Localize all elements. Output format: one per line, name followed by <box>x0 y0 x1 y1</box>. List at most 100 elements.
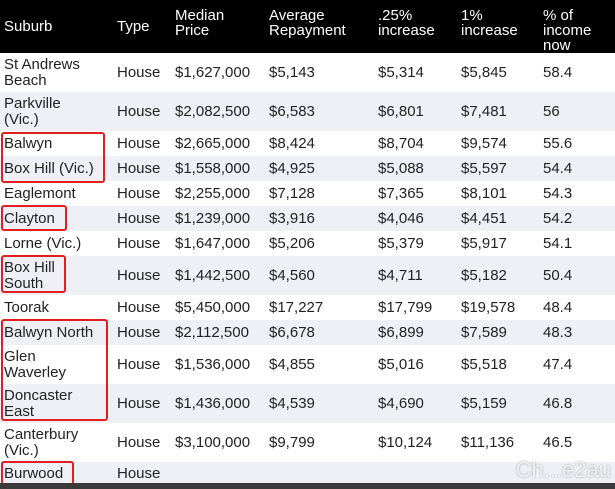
average-repayment-cell: $6,678 <box>265 320 374 345</box>
type-cell: House <box>113 131 171 156</box>
table-row: Balwyn North House $2,112,500 $6,678 $6,899 $… <box>0 320 615 345</box>
type-cell: House <box>113 156 171 181</box>
percent-of-income-cell: 46.5 <box>539 423 615 462</box>
suburb-cell: Doncaster East <box>0 384 113 423</box>
quarter-percent-increase-cell: $4,046 <box>374 206 457 231</box>
average-repayment-cell: $5,143 <box>265 53 374 92</box>
one-percent-increase-cell: $5,917 <box>457 231 539 256</box>
quarter-percent-increase-cell: $7,365 <box>374 181 457 206</box>
median-price-cell: $2,112,500 <box>171 320 265 345</box>
one-percent-increase-cell: $5,159 <box>457 384 539 423</box>
median-price-cell: $3,100,000 <box>171 423 265 462</box>
average-repayment-cell: $4,539 <box>265 384 374 423</box>
one-percent-increase-cell: $7,589 <box>457 320 539 345</box>
type-cell: House <box>113 53 171 92</box>
median-price-cell: $1,436,000 <box>171 384 265 423</box>
average-repayment-cell: $8,424 <box>265 131 374 156</box>
percent-of-income-cell: 54.1 <box>539 231 615 256</box>
average-repayment-cell: $4,925 <box>265 156 374 181</box>
suburb-cell: Box Hill (Vic.) <box>0 156 113 181</box>
one-percent-increase-cell: $4,451 <box>457 206 539 231</box>
median-price-cell: $1,558,000 <box>171 156 265 181</box>
suburb-cell: Balwyn North <box>0 320 113 345</box>
median-price-cell: $5,450,000 <box>171 295 265 320</box>
one-percent-increase-cell: $19,578 <box>457 295 539 320</box>
average-repayment-cell: $17,227 <box>265 295 374 320</box>
average-repayment-cell: $5,206 <box>265 231 374 256</box>
quarter-percent-increase-cell: $6,899 <box>374 320 457 345</box>
average-repayment-cell <box>265 462 374 485</box>
one-percent-increase-cell: $8,101 <box>457 181 539 206</box>
average-repayment-cell: $6,583 <box>265 92 374 131</box>
table-row: Balwyn House $2,665,000 $8,424 $8,704 $9,574 5… <box>0 131 615 156</box>
average-repayment-cell: $3,916 <box>265 206 374 231</box>
table-row: Toorak House $5,450,000 $17,227 $17,799 $19,5… <box>0 295 615 320</box>
table-row: Box Hill South House $1,442,500 $4,560 $4,71… <box>0 256 615 295</box>
quarter-percent-increase-cell: $10,124 <box>374 423 457 462</box>
column-header-type[interactable]: Type <box>117 18 150 35</box>
percent-of-income-cell: 46.8 <box>539 384 615 423</box>
suburb-cell: St Andrews Beach <box>0 53 113 92</box>
suburb-cell: Toorak <box>0 295 113 320</box>
average-repayment-cell: $7,128 <box>265 181 374 206</box>
type-cell: House <box>113 462 171 485</box>
column-header-suburb[interactable]: Suburb <box>4 18 53 35</box>
one-percent-increase-cell: $9,574 <box>457 131 539 156</box>
percent-of-income-cell: 50.4 <box>539 256 615 295</box>
table-row: Doncaster East House $1,436,000 $4,539 $4,69… <box>0 384 615 423</box>
table-row: Box Hill (Vic.) House $1,558,000 $4,925 $5,0… <box>0 156 615 181</box>
suburb-cell: Burwood <box>0 462 113 485</box>
one-percent-increase-cell: $5,182 <box>457 256 539 295</box>
median-price-cell: $1,239,000 <box>171 206 265 231</box>
median-price-cell: $1,536,000 <box>171 345 265 384</box>
type-cell: House <box>113 92 171 131</box>
quarter-percent-increase-cell: $4,711 <box>374 256 457 295</box>
median-price-cell: $1,647,000 <box>171 231 265 256</box>
watermark: Ch...e2au <box>515 457 611 482</box>
suburb-cell: Glen Waverley <box>0 345 113 384</box>
type-cell: House <box>113 423 171 462</box>
median-price-cell: $2,255,000 <box>171 181 265 206</box>
column-header-percent-of-income[interactable]: % of income now <box>543 7 592 54</box>
suburb-cell: Box Hill South <box>0 256 113 295</box>
column-header-one-percent-increase[interactable]: 1% increase <box>461 7 518 39</box>
table-header-row: Suburb Type Median Price Average Repayme… <box>0 0 615 53</box>
percent-of-income-cell: 48.4 <box>539 295 615 320</box>
percent-of-income-cell: 48.3 <box>539 320 615 345</box>
suburb-cell: Lorne (Vic.) <box>0 231 113 256</box>
percent-of-income-cell: 56 <box>539 92 615 131</box>
quarter-percent-increase-cell: $17,799 <box>374 295 457 320</box>
suburb-cell: Balwyn <box>0 131 113 156</box>
type-cell: House <box>113 231 171 256</box>
percent-of-income-cell: 47.4 <box>539 345 615 384</box>
type-cell: House <box>113 206 171 231</box>
percent-of-income-cell: 58.4 <box>539 53 615 92</box>
median-price-cell: $2,082,500 <box>171 92 265 131</box>
one-percent-increase-cell: $5,845 <box>457 53 539 92</box>
table-row: Parkville (Vic.) House $2,082,500 $6,583 $6,… <box>0 92 615 131</box>
column-header-average-repayment[interactable]: Average Repayment <box>269 7 346 39</box>
average-repayment-cell: $4,560 <box>265 256 374 295</box>
quarter-percent-increase-cell: $5,314 <box>374 53 457 92</box>
type-cell: House <box>113 181 171 206</box>
table-row: Lorne (Vic.) House $1,647,000 $5,206 $5,379 $… <box>0 231 615 256</box>
quarter-percent-increase-cell: $5,016 <box>374 345 457 384</box>
suburb-cell: Eaglemont <box>0 181 113 206</box>
horizontal-scrollbar[interactable] <box>0 483 615 489</box>
median-price-cell: $1,442,500 <box>171 256 265 295</box>
type-cell: House <box>113 384 171 423</box>
column-header-quarter-percent-increase[interactable]: .25% increase <box>378 7 435 39</box>
one-percent-increase-cell <box>457 462 539 485</box>
table-row: Burwood House <box>0 462 615 485</box>
percent-of-income-cell: 55.6 <box>539 131 615 156</box>
percent-of-income-cell: 54.3 <box>539 181 615 206</box>
one-percent-increase-cell: $5,518 <box>457 345 539 384</box>
column-header-median-price[interactable]: Median Price <box>175 7 225 39</box>
table-row: Eaglemont House $2,255,000 $7,128 $7,365 $8,1… <box>0 181 615 206</box>
table-row: Glen Waverley House $1,536,000 $4,855 $5,016… <box>0 345 615 384</box>
quarter-percent-increase-cell: $5,379 <box>374 231 457 256</box>
type-cell: House <box>113 295 171 320</box>
median-price-cell: $1,627,000 <box>171 53 265 92</box>
one-percent-increase-cell: $5,597 <box>457 156 539 181</box>
